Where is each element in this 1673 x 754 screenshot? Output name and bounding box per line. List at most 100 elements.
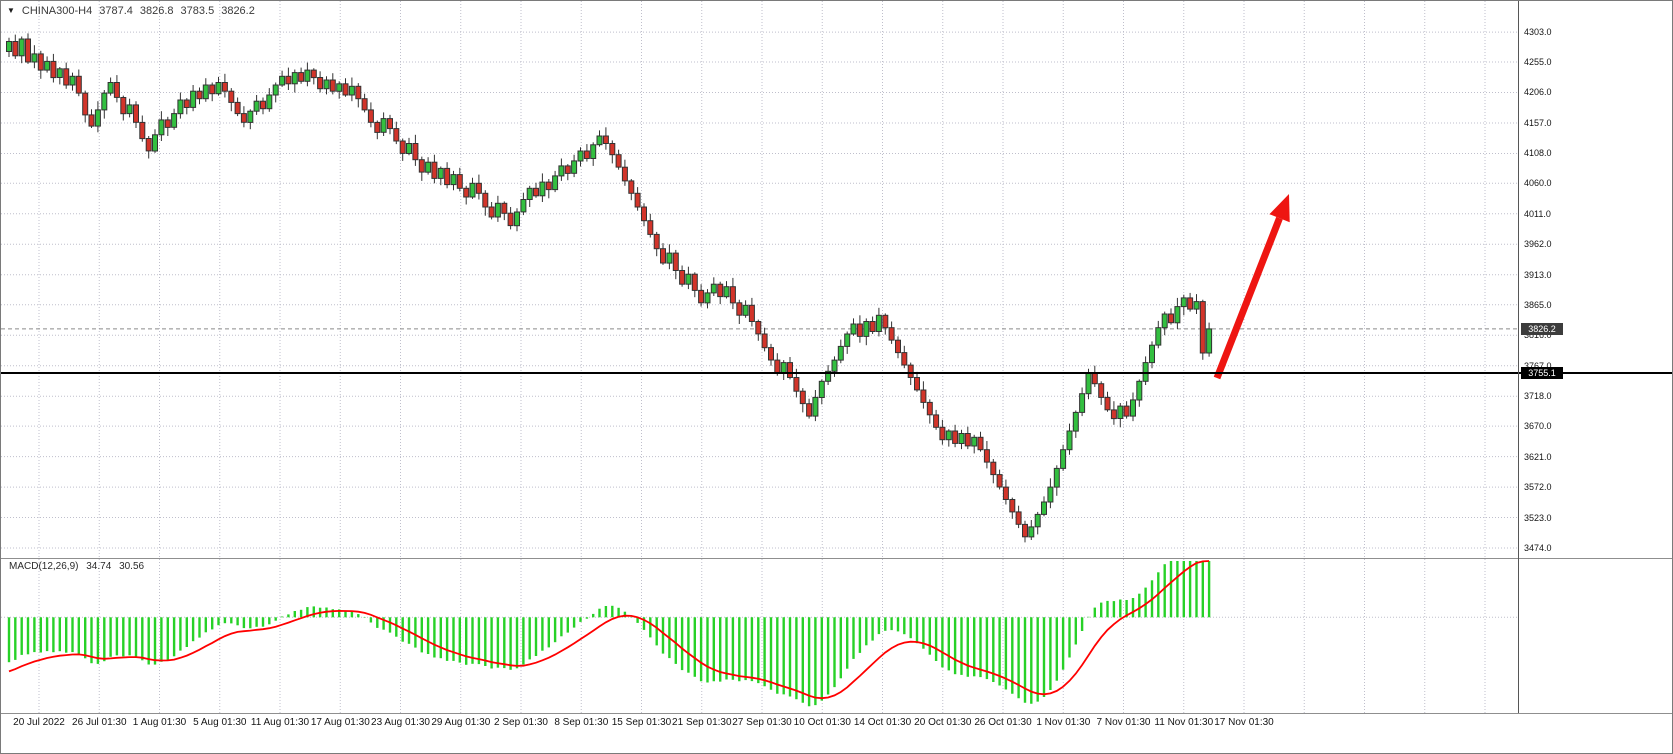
candle [653,233,660,250]
candle [691,273,698,291]
candle [1199,301,1206,354]
support-line[interactable] [1,372,1672,375]
candle [977,436,984,451]
candle [298,72,305,82]
candle [6,41,12,52]
candle [863,321,870,337]
time-tick-label: 2 Sep 01:30 [494,717,548,728]
price-tick-label: 4060.0 [1524,178,1552,189]
macd-signal-line [8,560,1210,700]
time-tick-label: 8 Sep 01:30 [554,717,609,728]
candle [882,314,889,329]
candle [818,380,825,398]
candle [577,150,584,162]
candle [1136,380,1143,401]
candle [1110,409,1117,420]
candle [126,104,133,115]
candle [1117,405,1124,420]
candle [704,292,711,304]
candle [304,69,311,82]
time-tick-label: 15 Sep 01:30 [611,717,672,728]
candle [120,97,127,115]
candle [1168,313,1174,324]
candle [748,304,755,322]
candle [431,161,438,179]
candle [564,165,571,174]
candle [107,82,114,94]
price-tick-label: 3572.0 [1524,482,1552,493]
price-tick-label: 3670.0 [1524,421,1552,432]
symbol-dropdown-icon[interactable]: ▼ [7,6,15,15]
price-tick-label: 3523.0 [1524,512,1552,523]
price-tick-label: 4011.0 [1524,208,1551,219]
time-axis-separator [1,713,1672,714]
candle [1053,467,1060,488]
price-tick-label: 3621.0 [1524,451,1552,462]
candle [285,75,292,85]
candle [456,174,463,189]
candle [628,180,635,194]
candle [336,83,343,92]
candle [1187,297,1194,310]
candle [1015,511,1022,525]
support-line-badge: 3755.1 [1521,367,1563,380]
trend-arrow-head [1269,194,1290,223]
candle [50,60,57,79]
candle [272,84,279,96]
candle [545,181,552,191]
time-tick-label: 11 Aug 01:30 [250,717,310,728]
candle [1060,449,1067,469]
candle [482,192,489,208]
ohlc-high: 3826.8 [139,5,174,17]
candle [602,135,609,144]
candle [1072,411,1079,432]
ohlc-close: 3826.2 [221,5,255,17]
candle [901,352,908,366]
candle [463,187,470,198]
candle [196,90,203,100]
time-tick-label: 27 Sep 01:30 [732,717,792,728]
candle [1193,301,1200,310]
candle [63,68,70,86]
candle [1041,501,1047,515]
candle [742,304,749,316]
candle [412,143,419,161]
chart-header: ▼ CHINA300-H4 3787.4 3826.8 3783.5 3826.… [7,5,255,17]
candle [552,175,559,191]
time-tick-label: 11 Nov 01:30 [1154,717,1214,728]
price-tick-label: 3767.0 [1524,360,1552,371]
candle [768,347,774,361]
macd-name: MACD(12,26,9) [9,561,79,572]
candle [558,165,565,177]
candle [660,248,666,264]
candle [641,206,647,222]
candle [1174,306,1181,324]
candle [253,100,260,112]
macd-panel-canvas[interactable] [1,559,1518,713]
candle [387,118,393,130]
candle [355,85,362,100]
candle [1130,399,1136,417]
panel-separator[interactable] [1,558,1672,559]
candle [367,109,374,123]
price-axis[interactable]: 3826.2 3755.1 44.93 0.00 -74.8 4303.0425… [1519,1,1672,713]
time-axis[interactable]: 20 Jul 2022 26 Jul 01:30 1 Aug 01:30 5 Aug … [1,714,1518,734]
candle [1079,393,1086,413]
candle [837,345,844,361]
candle [183,99,190,108]
candle [850,323,857,335]
candle [406,143,412,154]
candle [329,79,336,92]
candle [958,433,965,444]
candle [177,99,184,115]
candle [1149,344,1155,364]
candle [875,314,882,332]
candle [37,53,44,71]
price-chart-canvas[interactable] [1,1,1518,558]
candle [113,82,120,98]
candle [145,138,152,152]
candle [571,160,578,174]
candle [596,135,603,146]
candle [1155,327,1162,346]
